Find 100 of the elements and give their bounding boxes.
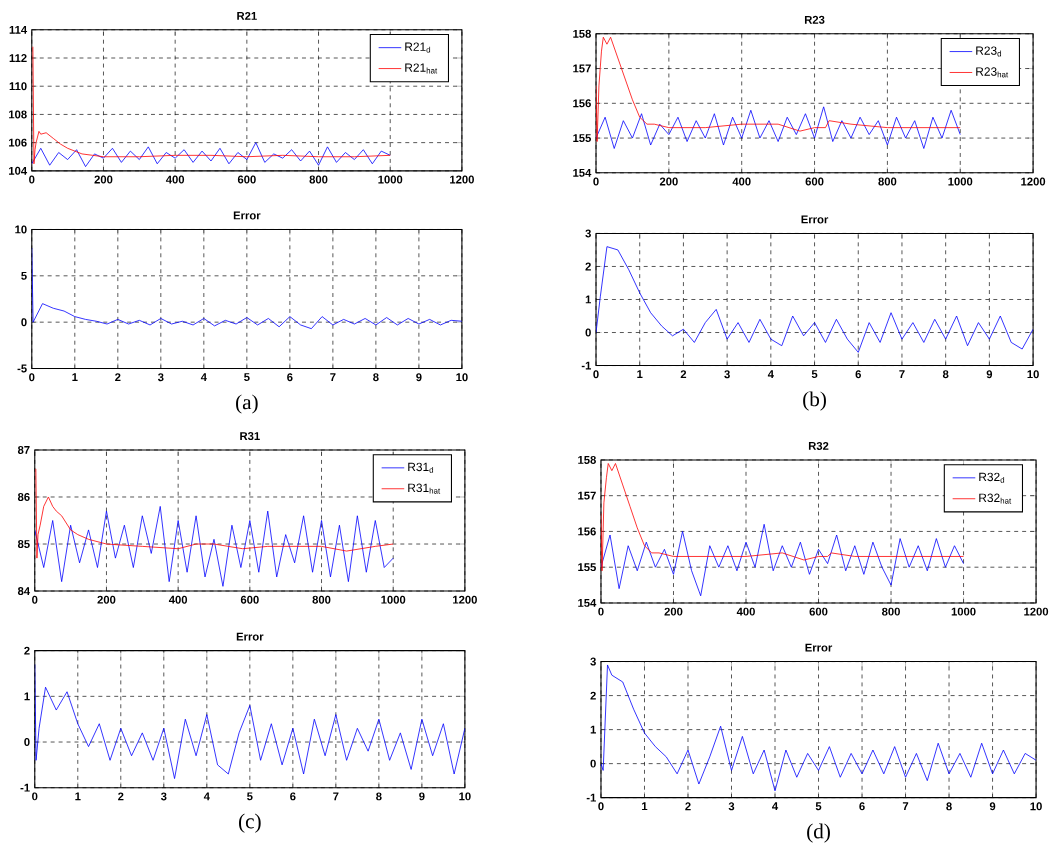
y-tick-label: 2 bbox=[585, 262, 591, 271]
legend-label: R32$_{d}$ bbox=[979, 472, 1005, 483]
x-tick-label: 1200 bbox=[450, 175, 474, 184]
y-tick-label: 158 bbox=[573, 29, 591, 38]
text: (c) bbox=[239, 813, 261, 833]
x-tick-label: 800 bbox=[312, 595, 331, 604]
text: (b) bbox=[803, 391, 826, 411]
x-tick-label: 1000 bbox=[951, 607, 976, 616]
y-tick-label: 3 bbox=[590, 657, 596, 666]
x-tick-label: 600 bbox=[809, 607, 828, 616]
y-tick-label: 1 bbox=[585, 295, 592, 304]
x-tick-label: 600 bbox=[240, 595, 259, 604]
x-tick-label: 10 bbox=[456, 373, 468, 382]
line-series bbox=[32, 46, 391, 165]
x-tick-label: 200 bbox=[664, 607, 683, 616]
x-tick-label: 2 bbox=[115, 373, 121, 381]
y-tick-label: 157 bbox=[578, 491, 596, 500]
y-tick-label: 155 bbox=[573, 134, 592, 142]
x-tick-label: 2 bbox=[685, 802, 691, 811]
y-tick-label: 86 bbox=[17, 492, 30, 501]
x-tick-label: 10 bbox=[1030, 802, 1042, 811]
y-tick-label: -1 bbox=[586, 793, 596, 802]
chart-title: Error bbox=[236, 632, 264, 641]
x-tick-label: 6 bbox=[287, 373, 293, 382]
line-series bbox=[35, 468, 394, 559]
chart-title: R23 bbox=[804, 15, 825, 24]
line-series bbox=[600, 523, 964, 597]
y-tick-label: 2 bbox=[590, 691, 596, 700]
line-series bbox=[600, 664, 1037, 792]
x-tick-label: 5 bbox=[815, 802, 822, 811]
legend-label: R23$_{d}$ bbox=[976, 46, 1002, 57]
y-tick-label: 114 bbox=[9, 25, 28, 34]
x-tick-label: 8 bbox=[942, 370, 949, 379]
x-tick-label: 1 bbox=[75, 792, 81, 800]
text: (d) bbox=[807, 823, 830, 843]
x-tick-label: 9 bbox=[989, 802, 996, 811]
chart-title: Error bbox=[233, 211, 261, 220]
y-tick-label: 5 bbox=[21, 271, 27, 280]
y-tick-label: -5 bbox=[17, 364, 27, 373]
y-tick-label: 1 bbox=[590, 725, 596, 734]
x-tick-label: 7 bbox=[330, 373, 336, 381]
x-tick-label: 0 bbox=[598, 802, 604, 811]
x-tick-label: 4 bbox=[767, 370, 774, 378]
y-tick-label: 154 bbox=[578, 598, 597, 607]
x-tick-label: 200 bbox=[94, 175, 113, 184]
line-series bbox=[31, 142, 391, 167]
chart-title: Error bbox=[801, 215, 829, 224]
x-tick-label: 3 bbox=[728, 802, 735, 811]
y-tick-label: 154 bbox=[573, 168, 592, 177]
y-tick-label: 0 bbox=[585, 328, 591, 337]
y-tick-label: -1 bbox=[20, 783, 30, 792]
x-tick-label: 9 bbox=[416, 373, 422, 382]
x-tick-label: 1 bbox=[72, 373, 78, 381]
legend-label: R21$_{hat}$ bbox=[405, 63, 438, 74]
line-series bbox=[34, 505, 394, 587]
x-tick-label: 2 bbox=[680, 370, 687, 378]
x-tick-label: 400 bbox=[168, 595, 188, 604]
x-tick-label: 1 bbox=[642, 802, 648, 810]
x-tick-label: 8 bbox=[376, 792, 382, 801]
x-tick-label: 10 bbox=[459, 792, 471, 801]
x-tick-label: 6 bbox=[859, 802, 865, 811]
chart-title: R21 bbox=[237, 11, 257, 20]
x-tick-label: 800 bbox=[309, 175, 328, 184]
x-tick-label: 8 bbox=[373, 373, 379, 382]
y-tick-label: 85 bbox=[17, 539, 30, 548]
y-tick-label: 106 bbox=[9, 138, 27, 147]
x-tick-label: 1000 bbox=[378, 175, 403, 184]
x-tick-label: 7 bbox=[899, 370, 905, 378]
x-tick-label: 0 bbox=[598, 607, 604, 616]
x-tick-label: 5 bbox=[811, 370, 818, 378]
y-tick-label: 108 bbox=[9, 110, 27, 119]
legend-label: R23$_{hat}$ bbox=[976, 67, 1009, 78]
y-tick-label: 155 bbox=[578, 563, 596, 571]
x-tick-label: 0 bbox=[32, 595, 38, 604]
y-tick-label: 10 bbox=[15, 225, 27, 234]
x-tick-label: 1200 bbox=[1024, 607, 1049, 616]
x-tick-label: 10 bbox=[1027, 370, 1039, 379]
y-tick-label: 112 bbox=[9, 53, 27, 62]
y-tick-label: 0 bbox=[21, 318, 27, 327]
x-tick-label: 400 bbox=[736, 607, 755, 616]
y-tick-label: 87 bbox=[17, 445, 30, 454]
legend-label: R31$_{hat}$ bbox=[408, 483, 441, 494]
x-tick-label: 5 bbox=[247, 792, 253, 801]
x-tick-label: 400 bbox=[165, 175, 185, 184]
x-tick-label: 2 bbox=[118, 792, 124, 801]
chart-title: Error bbox=[805, 643, 833, 652]
x-tick-label: 6 bbox=[290, 792, 296, 801]
y-tick-label: 84 bbox=[17, 586, 31, 595]
x-tick-label: 400 bbox=[732, 177, 751, 186]
y-tick-label: 110 bbox=[9, 82, 27, 91]
y-tick-label: 158 bbox=[578, 455, 596, 464]
y-tick-label: 0 bbox=[24, 737, 30, 746]
x-tick-label: 800 bbox=[878, 177, 897, 186]
x-tick-label: 1000 bbox=[381, 595, 406, 604]
y-tick-label: 156 bbox=[578, 527, 596, 536]
legend-label: R32$_{hat}$ bbox=[979, 493, 1012, 504]
text: (a) bbox=[236, 394, 258, 414]
x-tick-label: 9 bbox=[419, 792, 425, 801]
y-tick-label: 104 bbox=[9, 166, 28, 175]
x-tick-label: 3 bbox=[160, 792, 167, 801]
